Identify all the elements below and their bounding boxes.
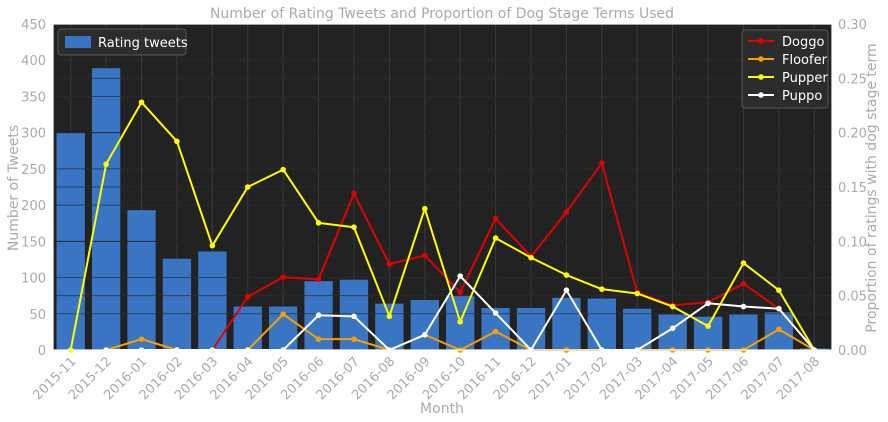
line-point xyxy=(421,205,428,212)
line-point xyxy=(209,242,216,249)
line-point xyxy=(492,235,499,241)
y-tick-label-left: 300 xyxy=(21,127,46,142)
line-point xyxy=(457,289,464,296)
y-tick-label-left: 350 xyxy=(21,90,46,105)
bar xyxy=(162,258,192,350)
line-point xyxy=(138,99,145,106)
line-point xyxy=(740,260,747,266)
bar xyxy=(693,316,723,350)
legend-bars: Rating tweets xyxy=(57,28,188,56)
y-tick-label-left: 450 xyxy=(21,18,46,33)
x-axis-label: Month xyxy=(420,401,464,417)
line-point xyxy=(103,161,109,167)
line-point xyxy=(315,220,322,226)
y-tick-label-right: 0.05 xyxy=(838,290,867,305)
line-point xyxy=(492,328,499,335)
line-point xyxy=(244,184,251,190)
line-point xyxy=(669,325,676,332)
legend-swatch-marker xyxy=(758,92,764,98)
line-point xyxy=(457,318,464,325)
line-point xyxy=(421,252,428,259)
line-point xyxy=(280,274,286,280)
legend-label: Puppo xyxy=(782,89,822,104)
y-tick-label-left: 100 xyxy=(21,272,46,287)
line-point xyxy=(492,215,499,222)
legend-swatch-marker xyxy=(758,38,764,44)
bar xyxy=(658,314,687,350)
line-point xyxy=(315,276,322,283)
line-point xyxy=(280,166,286,173)
y-tick-label-left: 400 xyxy=(21,54,46,69)
y-axis-label-left: Number of Tweets xyxy=(6,125,22,251)
y-tick-label-right: 0.20 xyxy=(838,127,867,142)
line-point xyxy=(492,310,499,316)
line-point xyxy=(776,305,782,312)
line-point xyxy=(528,254,534,261)
y-tick-label-right: 0.25 xyxy=(838,72,867,87)
bar xyxy=(516,307,546,350)
bar xyxy=(198,251,227,350)
bar xyxy=(587,298,617,350)
line-point xyxy=(669,303,676,310)
line-point xyxy=(705,300,711,307)
line-point xyxy=(244,293,251,300)
line-point xyxy=(351,224,357,231)
legend-label: Floofer xyxy=(782,53,828,68)
bar xyxy=(410,300,439,350)
line-point xyxy=(563,272,570,278)
y-tick-label-left: 0 xyxy=(38,344,46,359)
y-tick-label-left: 50 xyxy=(29,308,46,323)
line-point xyxy=(280,311,286,317)
bar xyxy=(91,68,121,351)
line-point xyxy=(776,326,782,333)
line-point xyxy=(740,280,747,287)
line-point xyxy=(351,190,357,197)
line-point xyxy=(563,209,570,215)
line-point xyxy=(315,336,322,342)
legend-box xyxy=(57,28,187,56)
line-point xyxy=(386,261,393,267)
y-tick-label-left: 200 xyxy=(21,199,46,214)
line-point xyxy=(386,313,393,320)
bar xyxy=(127,210,156,350)
y-tick-label-left: 150 xyxy=(21,235,46,250)
legend-lines: Doggo Floofer Pupper Puppo xyxy=(741,29,829,109)
y-tick-label-right: 0.30 xyxy=(838,18,867,33)
line-series-doggo xyxy=(209,160,818,353)
line-point xyxy=(351,313,357,320)
line-point xyxy=(776,287,782,294)
legend-label: Doggo xyxy=(782,35,824,50)
legend-label: Pupper xyxy=(782,71,828,86)
plot-frame xyxy=(52,23,833,351)
line-point xyxy=(705,323,711,329)
legend-swatch-marker xyxy=(758,56,764,62)
bar xyxy=(375,303,404,350)
y-axis-label-right: Proportion of ratings with dog stage ter… xyxy=(864,43,880,332)
chart-title: Number of Rating Tweets and Proportion o… xyxy=(210,6,674,22)
line-path xyxy=(211,162,816,351)
line-point xyxy=(174,138,180,145)
legend-box xyxy=(741,29,829,109)
line-point xyxy=(421,331,428,338)
y-tick-label-right: 0.15 xyxy=(838,181,867,196)
line-point xyxy=(315,312,322,319)
line-point xyxy=(740,303,747,310)
y-tick-label-right: 0.00 xyxy=(838,344,867,359)
y-tick-label-left: 250 xyxy=(21,163,46,178)
y-tick-label-right: 0.10 xyxy=(838,235,867,250)
line-point xyxy=(563,287,570,294)
legend-swatch-marker xyxy=(758,74,764,80)
legend-swatch-bar xyxy=(65,36,91,48)
line-point xyxy=(599,286,605,292)
legend-label: Rating tweets xyxy=(98,36,188,51)
line-point xyxy=(351,336,357,342)
line-point xyxy=(599,160,605,166)
line-point xyxy=(634,290,641,297)
line-point xyxy=(457,273,464,279)
line-point xyxy=(138,336,145,342)
